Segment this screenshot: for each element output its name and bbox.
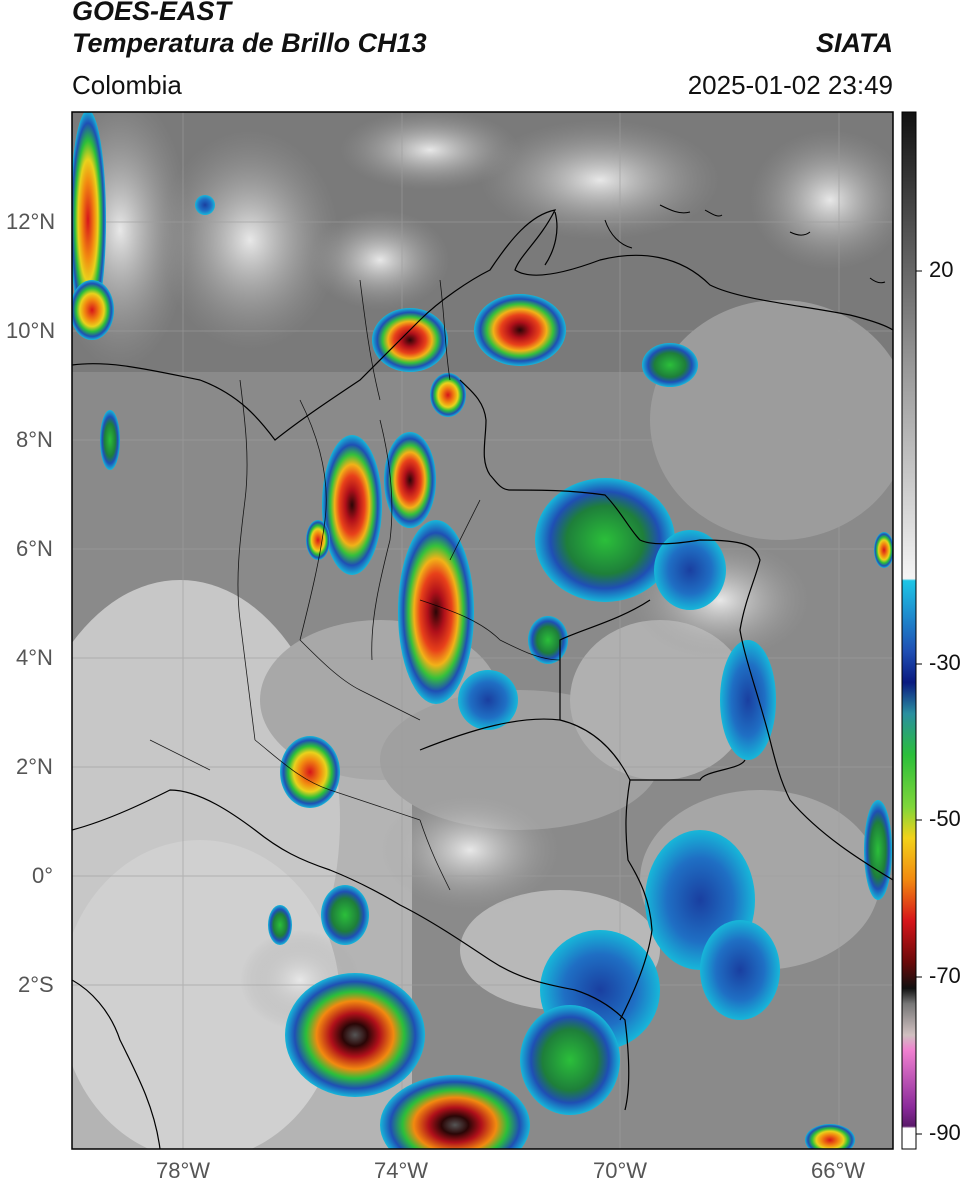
storm-cell [700, 920, 780, 1020]
datetime-label: 2025-01-02 23:49 [687, 70, 893, 100]
lon-label: 70°W [593, 1158, 648, 1183]
storm-cell [805, 1124, 855, 1149]
lon-label: 66°W [811, 1158, 866, 1183]
colorbar-tick: -90 [929, 1120, 961, 1145]
storm-cell [874, 532, 893, 568]
storm-cell [322, 435, 382, 575]
storm-cell [535, 478, 675, 602]
lat-label: 2°N [16, 754, 53, 779]
storm-cell [380, 1075, 530, 1149]
lat-label: 6°N [16, 536, 53, 561]
storm-cell [520, 1005, 620, 1115]
storm-cell [720, 640, 776, 760]
storm-cell [430, 373, 466, 417]
storm-cell [474, 294, 566, 366]
lat-label: 4°N [16, 645, 53, 670]
lat-label: 10°N [6, 318, 56, 343]
storm-cell [72, 280, 114, 340]
satellite-title: GOES-EAST [72, 0, 232, 26]
storm-cell [642, 343, 698, 387]
colorbar-tick: 20 [929, 257, 954, 282]
lat-label: 2°S [18, 972, 54, 997]
storm-cell [100, 410, 120, 470]
colorbar-tick: -50 [929, 806, 961, 831]
agency-label: SIATA [816, 28, 893, 58]
country-borders [72, 209, 893, 1149]
storm-cell [372, 308, 448, 372]
storm-cell [72, 112, 106, 330]
storm-cell [458, 670, 518, 730]
lon-label: 74°W [374, 1158, 429, 1183]
lat-label: 0° [32, 863, 54, 888]
lat-label: 12°N [6, 209, 56, 234]
storm-cell [654, 530, 726, 610]
product-title: Temperatura de Brillo CH13 [72, 28, 427, 58]
storm-cell [195, 195, 215, 215]
storm-cell [384, 432, 436, 528]
lon-label: 78°W [156, 1158, 211, 1183]
storm-cell [528, 616, 568, 664]
storm-cell [398, 520, 474, 704]
lat-label: 8°N [16, 427, 53, 452]
colorbar-tick: -70 [929, 963, 961, 988]
colorbar-tick: -30 [929, 650, 961, 675]
storm-cell [280, 736, 340, 808]
storm-cell [321, 885, 369, 945]
storm-cell [268, 905, 292, 945]
storm-cell [285, 973, 425, 1097]
region-label: Colombia [72, 70, 182, 100]
